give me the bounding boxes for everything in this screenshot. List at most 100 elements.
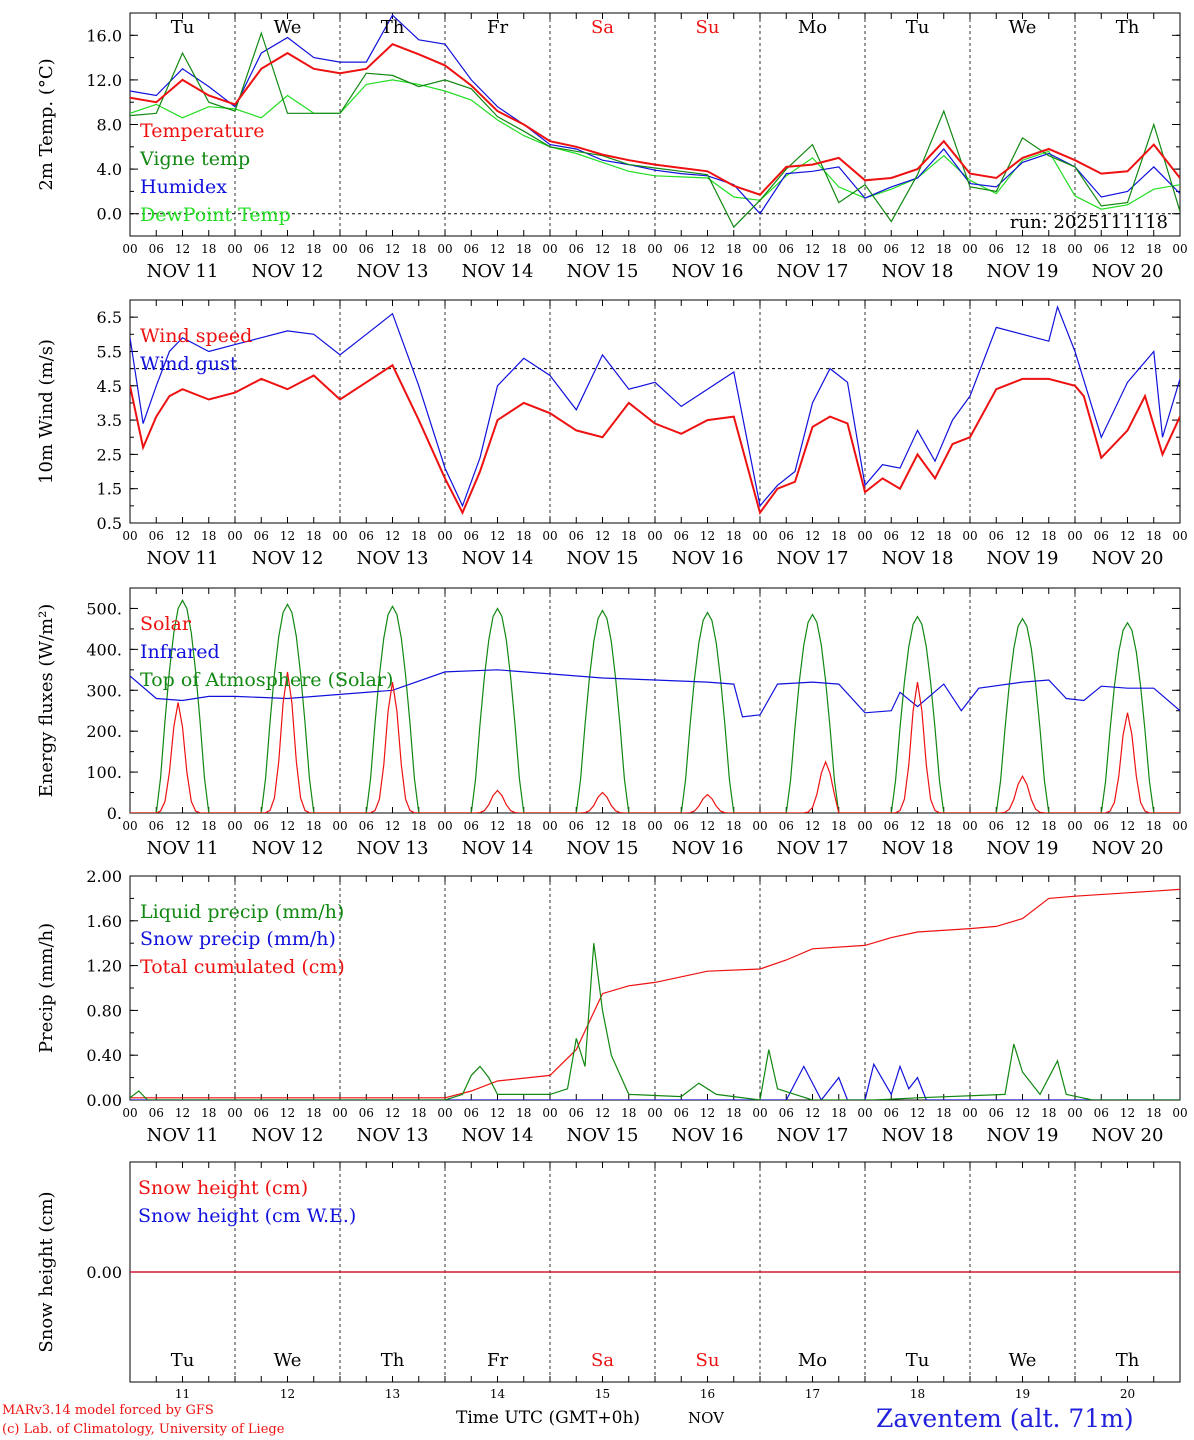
x-tick-label: 06	[1094, 819, 1109, 833]
x-tick-label: 06	[674, 819, 689, 833]
x-tick-label: 12	[1120, 1106, 1135, 1120]
x-tick-label: 00	[1067, 819, 1082, 833]
x-tick-label: 18	[1146, 819, 1161, 833]
x-tick-label: 00	[857, 819, 872, 833]
x-tick-label: 12	[385, 529, 400, 543]
x-tick-label: 06	[254, 242, 269, 256]
x-tick-label: 12	[175, 242, 190, 256]
weekday-label: Th	[1116, 17, 1140, 38]
x-tick-label: 00	[542, 819, 557, 833]
x-tick-label: 18	[306, 1106, 321, 1120]
x-tick-label: 06	[569, 1106, 584, 1120]
x-tick-label: 06	[674, 242, 689, 256]
legend-entry: Snow height (cm)	[138, 1177, 308, 1199]
x-tick-label: 12	[1015, 819, 1030, 833]
x-tick-label: 00	[542, 1106, 557, 1120]
x-tick-label: 06	[359, 819, 374, 833]
legend-entry: Snow height (cm W.E.)	[138, 1205, 356, 1227]
x-tick-label: 18	[306, 529, 321, 543]
x-tick-label: 00	[647, 819, 662, 833]
day-label: NOV 12	[252, 261, 324, 282]
day-number: 17	[805, 1387, 820, 1401]
x-tick-label: 18	[1146, 1106, 1161, 1120]
x-tick-label: 06	[884, 242, 899, 256]
x-tick-label: 12	[595, 529, 610, 543]
x-tick-label: 00	[962, 242, 977, 256]
day-label: NOV 17	[777, 261, 849, 282]
x-tick-label: 18	[621, 1106, 636, 1120]
day-label: NOV 13	[357, 1125, 429, 1146]
x-tick-label: 12	[280, 242, 295, 256]
plot-frame	[129, 587, 1181, 814]
x-tick-label: 06	[569, 819, 584, 833]
x-tick-label: 12	[805, 242, 820, 256]
x-tick-label: 00	[1067, 1106, 1082, 1120]
y-tick-label: 5.5	[97, 342, 122, 361]
x-tick-label: 12	[1120, 242, 1135, 256]
chart-panel-5: 0.00 Snow height (cm) Snow height (cm) Snow…	[36, 1161, 1181, 1401]
series-wind-gust	[130, 304, 1180, 508]
weekday-label: We	[274, 1350, 302, 1371]
credit-line-2: (c) Lab. of Climatology, University of L…	[2, 1422, 285, 1437]
day-number: 15	[595, 1387, 610, 1401]
legend-entry: Snow precip (mm/h)	[140, 928, 336, 950]
x-tick-label: 00	[332, 242, 347, 256]
weekday-label: We	[274, 17, 302, 38]
day-number: 16	[700, 1387, 715, 1401]
day-label: NOV 17	[777, 838, 849, 859]
x-tick-label: 18	[411, 529, 426, 543]
y-tick-label: 1.60	[86, 912, 122, 931]
day-number: 13	[385, 1387, 400, 1401]
weekday-label: Th	[381, 17, 405, 38]
y-tick-label: 0.00	[86, 1091, 122, 1110]
run-label: run: 2025111118	[1010, 212, 1168, 233]
x-tick-label: 06	[359, 529, 374, 543]
x-tick-label: 00	[857, 242, 872, 256]
day-label: NOV 11	[147, 261, 219, 282]
x-tick-label: 18	[411, 1106, 426, 1120]
day-number: 14	[490, 1387, 506, 1401]
x-tick-label: 06	[674, 1106, 689, 1120]
x-axis-label: Time UTC (GMT+0h)	[456, 1408, 640, 1428]
y-tick-label: 4.5	[97, 377, 122, 396]
x-tick-label: 00	[332, 529, 347, 543]
x-tick-label: 06	[779, 819, 794, 833]
legend-entry: Vigne temp	[139, 148, 250, 170]
x-tick-label: 06	[464, 242, 479, 256]
day-label: NOV 14	[462, 838, 534, 859]
x-tick-label: 06	[779, 242, 794, 256]
x-tick-label: 06	[359, 1106, 374, 1120]
weekday-label: Sa	[591, 1350, 614, 1371]
day-label: NOV 19	[987, 1125, 1059, 1146]
series-dewpoint-temp	[130, 79, 1180, 210]
weekday-label: Tu	[906, 17, 930, 38]
x-tick-label: 00	[752, 819, 767, 833]
y-axis-label: Precip (mm/h)	[36, 923, 57, 1053]
x-tick-label: 12	[700, 529, 715, 543]
x-tick-label: 18	[201, 242, 216, 256]
y-tick-label: 4.0	[97, 160, 122, 179]
x-tick-label: 12	[595, 242, 610, 256]
y-tick-label: 400.	[86, 640, 122, 659]
x-tick-label: 18	[306, 819, 321, 833]
credit-line-1: MARv3.14 model forced by GFS	[2, 1403, 214, 1418]
x-tick-label: 18	[936, 819, 951, 833]
x-tick-label: 12	[700, 819, 715, 833]
series-top-of-atmosphere-solar	[130, 599, 1180, 813]
x-tick-label: 00	[437, 1106, 452, 1120]
x-tick-label: 06	[779, 529, 794, 543]
day-label: NOV 16	[672, 261, 744, 282]
series-temperature	[130, 43, 1180, 196]
x-tick-label: 00	[542, 242, 557, 256]
day-label: NOV 18	[882, 838, 954, 859]
x-tick-label: 00	[647, 1106, 662, 1120]
series-liquid-precip-mm-h	[130, 943, 1180, 1100]
x-tick-label: 12	[175, 529, 190, 543]
y-tick-label: 300.	[86, 681, 122, 700]
weekday-label: Mo	[798, 1350, 827, 1371]
day-label: NOV 20	[1092, 838, 1164, 859]
x-tick-label: 06	[1094, 1106, 1109, 1120]
x-tick-label: 18	[411, 242, 426, 256]
day-label: NOV 13	[357, 261, 429, 282]
x-tick-label: 00	[122, 529, 137, 543]
